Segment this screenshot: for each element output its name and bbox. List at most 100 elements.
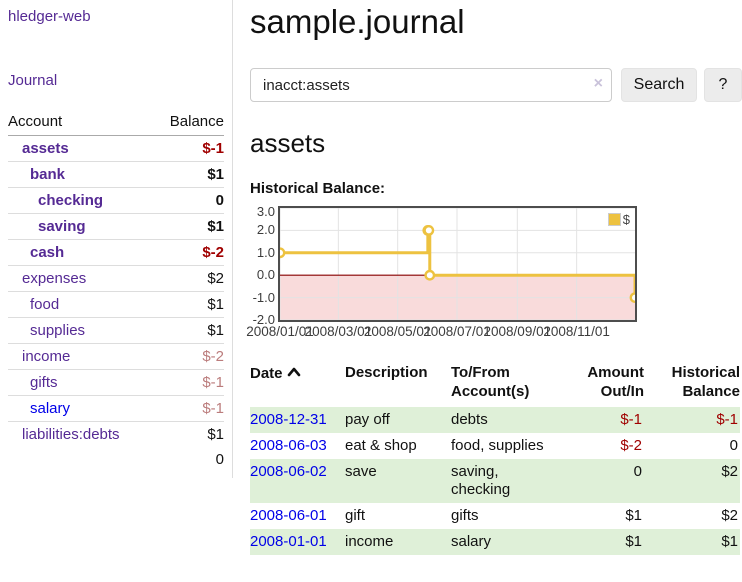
account-link[interactable]: salary bbox=[30, 400, 71, 417]
account-row: expenses $2 bbox=[8, 265, 224, 292]
x-tick-label: 2008/01/01 bbox=[246, 324, 314, 339]
transaction-row: 2008-06-03 eat & shop food, supplies $-2 0 bbox=[250, 433, 740, 459]
account-row: income $-2 bbox=[8, 343, 224, 370]
transaction-description: pay off bbox=[345, 411, 390, 428]
account-link[interactable]: income bbox=[22, 348, 71, 365]
account-balance: $1 bbox=[153, 161, 224, 188]
chart-plot-area: $ bbox=[278, 206, 637, 322]
account-row: cash $-2 bbox=[8, 239, 224, 266]
accounts-col-account: Account bbox=[8, 109, 154, 136]
account-link[interactable]: cash bbox=[30, 244, 65, 261]
accounts-total-row: 0 bbox=[8, 447, 224, 472]
search-bar: × Search ? bbox=[250, 68, 742, 102]
account-row: bank $1 bbox=[8, 161, 224, 188]
sidebar-item-journal[interactable]: Journal bbox=[8, 72, 58, 89]
search-button[interactable]: Search bbox=[621, 68, 697, 102]
account-link[interactable]: liabilities:debts bbox=[22, 426, 120, 443]
transaction-amount: 0 bbox=[633, 463, 642, 480]
transaction-row: 2008-06-01 gift gifts $1 $2 bbox=[250, 503, 740, 529]
y-tick-label: 0.0 bbox=[256, 267, 275, 283]
x-tick-label: 2008/09/01 bbox=[483, 324, 552, 339]
account-row: salary $-1 bbox=[8, 395, 224, 422]
transaction-accounts: debts bbox=[451, 411, 488, 428]
account-row: food $1 bbox=[8, 291, 224, 318]
transaction-balance: $2 bbox=[721, 463, 738, 480]
search-input[interactable] bbox=[250, 68, 612, 102]
y-tick-label: -1.0 bbox=[252, 289, 275, 305]
transaction-row: 2008-01-01 income salary $1 $1 bbox=[250, 529, 740, 555]
accounts-col-balance: Balance bbox=[153, 109, 224, 136]
account-link[interactable]: assets bbox=[22, 140, 69, 157]
register-col-amount: Amount Out/In bbox=[587, 364, 644, 400]
accounts-total-value: 0 bbox=[215, 451, 224, 468]
transaction-amount: $-2 bbox=[620, 437, 642, 454]
account-balance: $1 bbox=[153, 421, 224, 447]
chart-x-axis: 2008/01/01 2008/03/01 2008/05/01 2008/07/01… bbox=[246, 322, 641, 340]
account-balance: $-1 bbox=[153, 395, 224, 422]
chart-canvas bbox=[280, 208, 635, 320]
account-row: gifts $-1 bbox=[8, 369, 224, 396]
balance-chart: 3.0 2.0 1.0 0.0 -1.0 -2.0 $ 2008/01/01 2008/03… bbox=[246, 204, 742, 340]
transaction-balance: $1 bbox=[721, 533, 738, 550]
sidebar: hledger-web Journal Account Balance asse… bbox=[0, 0, 233, 478]
transaction-balance: $-1 bbox=[716, 411, 738, 428]
transaction-date-link[interactable]: 2008-06-03 bbox=[250, 437, 327, 454]
y-tick-label: -2.0 bbox=[252, 312, 275, 327]
account-balance: 0 bbox=[153, 187, 224, 214]
x-tick-label: 2008/05/01 bbox=[363, 324, 432, 339]
transaction-description: save bbox=[345, 463, 377, 480]
chart-title: Historical Balance: bbox=[250, 180, 386, 197]
chart-legend: $ bbox=[605, 211, 632, 228]
account-balance: $1 bbox=[153, 291, 224, 318]
transaction-accounts: saving, checking bbox=[451, 463, 511, 498]
clear-search-icon[interactable]: × bbox=[593, 75, 603, 92]
x-tick-label: 2008/07/01 bbox=[423, 324, 491, 339]
x-tick-label: 2008/11/01 bbox=[543, 324, 610, 339]
transaction-date-link[interactable]: 2008-06-01 bbox=[250, 507, 327, 524]
account-link[interactable]: saving bbox=[38, 218, 86, 235]
register-col-historical: Historical Balance bbox=[671, 364, 740, 400]
account-balance: $-2 bbox=[153, 239, 224, 266]
account-balance: $-2 bbox=[153, 343, 224, 370]
transaction-description: eat & shop bbox=[345, 437, 417, 454]
account-link[interactable]: food bbox=[30, 296, 60, 313]
account-balance: $-1 bbox=[202, 140, 224, 157]
transaction-description: income bbox=[345, 533, 394, 550]
transaction-date-link[interactable]: 2008-12-31 bbox=[250, 411, 327, 428]
transaction-date-link[interactable]: 2008-01-01 bbox=[250, 533, 327, 550]
accounts-table: Account Balance assets $-1 bank $1 checking 0… bbox=[8, 109, 224, 472]
account-row: saving $1 bbox=[8, 213, 224, 240]
register-table: Date Description To/From Account(s) Amount Ou… bbox=[250, 360, 740, 555]
y-tick-label: 3.0 bbox=[256, 204, 275, 219]
account-balance: $-1 bbox=[153, 369, 224, 396]
sort-asc-icon bbox=[287, 363, 301, 382]
help-button[interactable]: ? bbox=[704, 68, 742, 102]
account-balance: $2 bbox=[153, 265, 224, 292]
transaction-balance: $2 bbox=[721, 507, 738, 524]
transaction-amount: $1 bbox=[625, 533, 642, 550]
account-heading: assets bbox=[250, 128, 326, 158]
account-balance: $1 bbox=[153, 213, 224, 240]
register-col-date[interactable]: Date bbox=[250, 360, 345, 407]
account-row: supplies $1 bbox=[8, 317, 224, 344]
main-content: sample.journal × Search ? assets Histori… bbox=[233, 0, 742, 555]
transaction-accounts: gifts bbox=[451, 507, 479, 524]
transaction-amount: $1 bbox=[625, 507, 642, 524]
account-link[interactable]: bank bbox=[30, 166, 66, 183]
account-link[interactable]: gifts bbox=[30, 374, 58, 391]
y-tick-label: 2.0 bbox=[256, 222, 275, 238]
account-link[interactable]: expenses bbox=[22, 270, 87, 287]
account-link[interactable]: supplies bbox=[30, 322, 86, 339]
transaction-accounts: salary bbox=[451, 533, 492, 550]
register-col-description: Description bbox=[345, 364, 428, 381]
account-row: liabilities:debts $1 bbox=[8, 421, 224, 447]
transaction-date-link[interactable]: 2008-06-02 bbox=[250, 463, 327, 480]
account-link[interactable]: checking bbox=[38, 192, 104, 209]
page-title: sample.journal bbox=[250, 3, 465, 40]
chart-y-axis: 3.0 2.0 1.0 0.0 -1.0 -2.0 bbox=[250, 204, 278, 327]
account-balance: $1 bbox=[153, 317, 224, 344]
register-col-tofrom: To/From Account(s) bbox=[451, 364, 530, 400]
brand-link[interactable]: hledger-web bbox=[8, 8, 91, 25]
transaction-amount: $-1 bbox=[620, 411, 642, 428]
transaction-row: 2008-06-02 save saving, checking 0 $2 bbox=[250, 459, 740, 503]
